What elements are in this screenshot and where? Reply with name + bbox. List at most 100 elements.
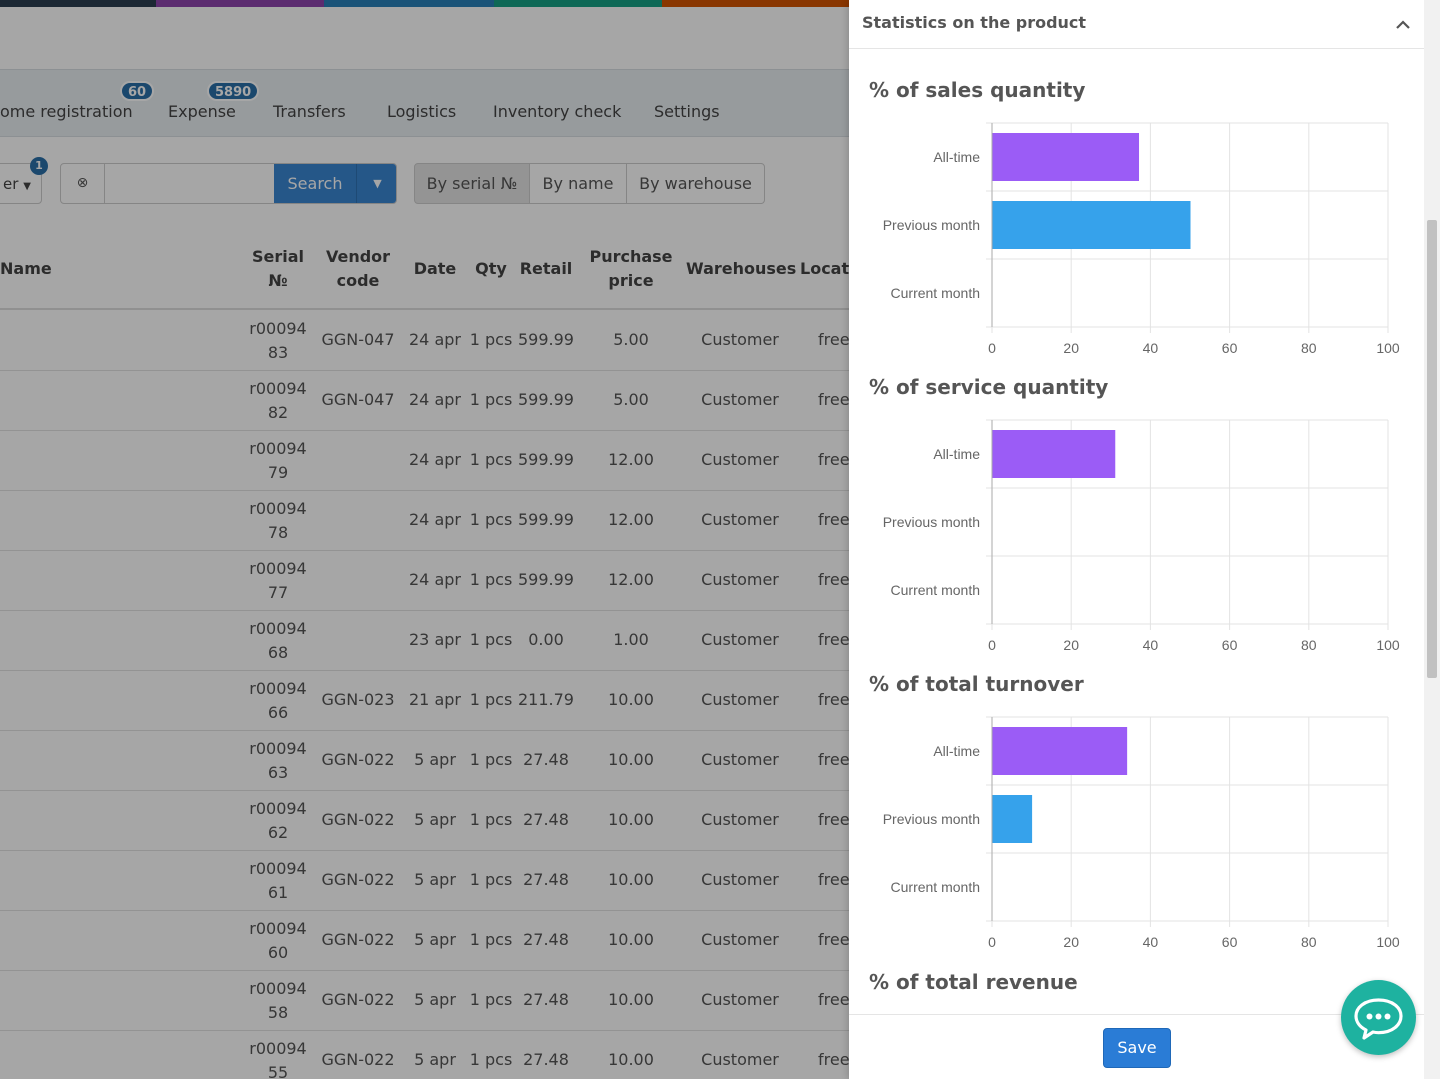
cell-serial: r00094 82 bbox=[248, 377, 308, 425]
cell-location: free bbox=[818, 1050, 850, 1069]
cell-warehouse: Customer bbox=[701, 630, 779, 649]
menu-item-income-registration[interactable]: ome registration bbox=[0, 102, 133, 121]
cell-serial-line1: r00094 bbox=[249, 679, 307, 698]
cell-serial-line1: r00094 bbox=[249, 619, 307, 638]
table-row[interactable]: r00094 60 GGN-022 5 apr 1 pcs 27.48 10.00 Custo… bbox=[0, 911, 860, 971]
cell-serial-line1: r00094 bbox=[249, 919, 307, 938]
panel-scrollbar-thumb[interactable] bbox=[1427, 220, 1437, 678]
main-menu: ome registration 60 Expense 5890 Transfe… bbox=[0, 69, 860, 137]
cell-retail: 27.48 bbox=[523, 1050, 569, 1069]
table-row[interactable]: r00094 78 24 apr 1 pcs 599.99 12.00 Customer fr… bbox=[0, 491, 860, 551]
search-options-button[interactable]: ▼ bbox=[356, 164, 396, 203]
cell-warehouse: Customer bbox=[701, 390, 779, 409]
cell-location: free bbox=[818, 630, 850, 649]
menu-item-settings[interactable]: Settings bbox=[654, 102, 720, 121]
cell-qty: 1 pcs bbox=[469, 330, 513, 349]
cell-warehouse: Customer bbox=[701, 570, 779, 589]
cell-serial-line1: r00094 bbox=[249, 559, 307, 578]
header-date[interactable]: Date bbox=[413, 259, 457, 278]
menu-item-transfers[interactable]: Transfers bbox=[273, 102, 346, 121]
cell-purchase-price: 10.00 bbox=[608, 750, 654, 769]
header-location[interactable]: Locati bbox=[800, 259, 855, 278]
table-row[interactable]: r00094 58 GGN-022 5 apr 1 pcs 27.48 10.00 Custo… bbox=[0, 971, 860, 1031]
search-input[interactable] bbox=[105, 164, 274, 203]
header-retail[interactable]: Retail bbox=[519, 259, 573, 278]
bar[interactable] bbox=[992, 727, 1128, 775]
cell-location: free bbox=[818, 870, 850, 889]
header-serial[interactable]: Serial № bbox=[248, 245, 308, 293]
header-purchase-line1: Purchase bbox=[589, 247, 673, 266]
bar[interactable] bbox=[992, 795, 1033, 843]
x-tick-label: 100 bbox=[1376, 340, 1400, 356]
cell-serial-line2: 66 bbox=[267, 703, 289, 722]
cell-warehouse: Customer bbox=[701, 810, 779, 829]
table-row[interactable]: r00094 83 GGN-047 24 apr 1 pcs 599.99 5.00 Cust… bbox=[0, 311, 860, 371]
menu-item-expense[interactable]: Expense bbox=[168, 102, 236, 121]
cell-location: free bbox=[818, 390, 850, 409]
cell-retail: 599.99 bbox=[518, 390, 574, 409]
table-row[interactable]: r00094 61 GGN-022 5 apr 1 pcs 27.48 10.00 Custo… bbox=[0, 851, 860, 911]
x-tick-label: 20 bbox=[1063, 934, 1079, 950]
cell-warehouse: Customer bbox=[701, 690, 779, 709]
header-warehouses[interactable]: Warehouses bbox=[686, 259, 797, 278]
table-row[interactable]: r00094 68 23 apr 1 pcs 0.00 1.00 Customer free bbox=[0, 611, 860, 671]
header-purchase-line2: price bbox=[608, 271, 654, 290]
table-row[interactable]: r00094 62 GGN-022 5 apr 1 pcs 27.48 10.00 Custo… bbox=[0, 791, 860, 851]
cell-serial: r00094 63 bbox=[248, 737, 308, 785]
x-tick-label: 20 bbox=[1063, 340, 1079, 356]
cell-qty: 1 pcs bbox=[469, 990, 513, 1009]
cell-date: 24 apr bbox=[409, 510, 461, 529]
header-purchase-price[interactable]: Purchase price bbox=[588, 245, 674, 293]
cell-warehouse: Customer bbox=[701, 330, 779, 349]
header-qty[interactable]: Qty bbox=[475, 259, 507, 278]
header-vendor-code[interactable]: Vendor code bbox=[318, 245, 398, 293]
color-strip-segment bbox=[494, 0, 662, 7]
cell-retail: 0.00 bbox=[528, 630, 564, 649]
x-tick-label: 20 bbox=[1063, 637, 1079, 653]
menu-item-logistics[interactable]: Logistics bbox=[387, 102, 457, 121]
table-row[interactable]: r00094 55 GGN-022 5 apr 1 pcs 27.48 10.00 Custo… bbox=[0, 1031, 860, 1079]
table-row[interactable]: r00094 77 24 apr 1 pcs 599.99 12.00 Customer fr… bbox=[0, 551, 860, 611]
cell-location: free bbox=[818, 330, 850, 349]
chevron-up-icon[interactable] bbox=[1393, 15, 1413, 35]
menu-item-inventory-check[interactable]: Inventory check bbox=[493, 102, 622, 121]
clear-search-button[interactable]: ⊗ bbox=[61, 164, 105, 203]
table-row[interactable]: r00094 82 GGN-047 24 apr 1 pcs 599.99 5.00 Cust… bbox=[0, 371, 860, 431]
chat-button[interactable] bbox=[1341, 980, 1416, 1055]
filter-count-badge: 1 bbox=[30, 157, 48, 175]
header-name[interactable]: Name bbox=[0, 259, 52, 278]
panel-header: Statistics on the product bbox=[849, 0, 1424, 49]
mode-by-serial[interactable]: By serial № bbox=[414, 163, 530, 204]
search-button[interactable]: Search bbox=[274, 164, 356, 203]
cell-serial: r00094 83 bbox=[248, 317, 308, 365]
cell-purchase-price: 10.00 bbox=[608, 690, 654, 709]
cell-qty: 1 pcs bbox=[469, 750, 513, 769]
table-row[interactable]: r00094 79 24 apr 1 pcs 599.99 12.00 Customer fr… bbox=[0, 431, 860, 491]
modal-backdrop[interactable] bbox=[0, 0, 849, 1079]
caret-down-icon: ▼ bbox=[373, 177, 382, 190]
cell-serial-line2: 58 bbox=[267, 1003, 289, 1022]
y-category-label: Current month bbox=[891, 285, 980, 301]
cell-serial-line1: r00094 bbox=[249, 799, 307, 818]
cell-serial-line2: 63 bbox=[267, 763, 289, 782]
bar[interactable] bbox=[992, 201, 1191, 249]
table-row[interactable]: r00094 63 GGN-022 5 apr 1 pcs 27.48 10.00 Custo… bbox=[0, 731, 860, 791]
cell-serial-line2: 60 bbox=[267, 943, 289, 962]
panel-scrollbar[interactable] bbox=[1424, 0, 1440, 1079]
table-header: Name Serial № Vendor code Date Qty Retail … bbox=[0, 230, 860, 310]
table-row[interactable]: r00094 66 GGN-023 21 apr 1 pcs 211.79 10.00 Cus… bbox=[0, 671, 860, 731]
save-button[interactable]: Save bbox=[1103, 1028, 1171, 1068]
cell-date: 24 apr bbox=[409, 450, 461, 469]
cell-date: 21 apr bbox=[409, 690, 461, 709]
bar[interactable] bbox=[992, 430, 1116, 478]
cell-warehouse: Customer bbox=[701, 510, 779, 529]
cell-warehouse: Customer bbox=[701, 990, 779, 1009]
cell-purchase-price: 10.00 bbox=[608, 870, 654, 889]
menu-badge-expense: 5890 bbox=[207, 81, 260, 101]
bar[interactable] bbox=[992, 133, 1140, 181]
cell-date: 24 apr bbox=[409, 330, 461, 349]
x-tick-label: 0 bbox=[988, 934, 996, 950]
cell-location: free bbox=[818, 990, 850, 1009]
mode-by-name[interactable]: By name bbox=[529, 163, 627, 204]
mode-by-warehouse[interactable]: By warehouse bbox=[626, 163, 765, 204]
